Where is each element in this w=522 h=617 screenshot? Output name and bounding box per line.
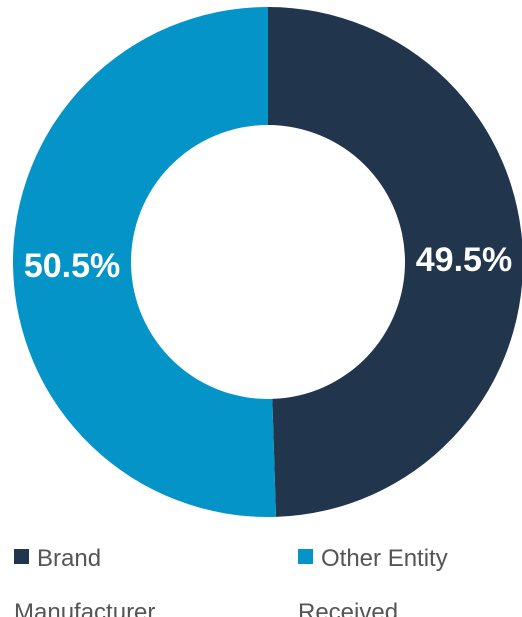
- legend-label-line1: Other Entity: [321, 545, 448, 572]
- legend-entry-brand-manufacturer: Brand Manufacturer: [14, 532, 234, 617]
- donut-chart-plot: 49.5% 50.5%: [12, 7, 522, 517]
- data-label-brand-manufacturer: 49.5%: [416, 241, 512, 279]
- donut-slice-brand-manufacturer: [268, 7, 522, 517]
- legend-label-line2: Received: [298, 599, 399, 617]
- legend-swatch-brand-manufacturer: [14, 549, 29, 564]
- chart-legend: Brand Manufacturer Other Entity Received: [0, 532, 522, 617]
- legend-label-line2: Manufacturer: [14, 599, 156, 617]
- data-label-other-entity-received: 50.5%: [24, 247, 120, 285]
- legend-swatch-other-entity-received: [298, 549, 313, 564]
- legend-label-line1: Brand: [37, 545, 102, 572]
- donut-slice-other-entity-received: [12, 7, 277, 517]
- legend-entry-other-entity-received: Other Entity Received: [298, 532, 518, 617]
